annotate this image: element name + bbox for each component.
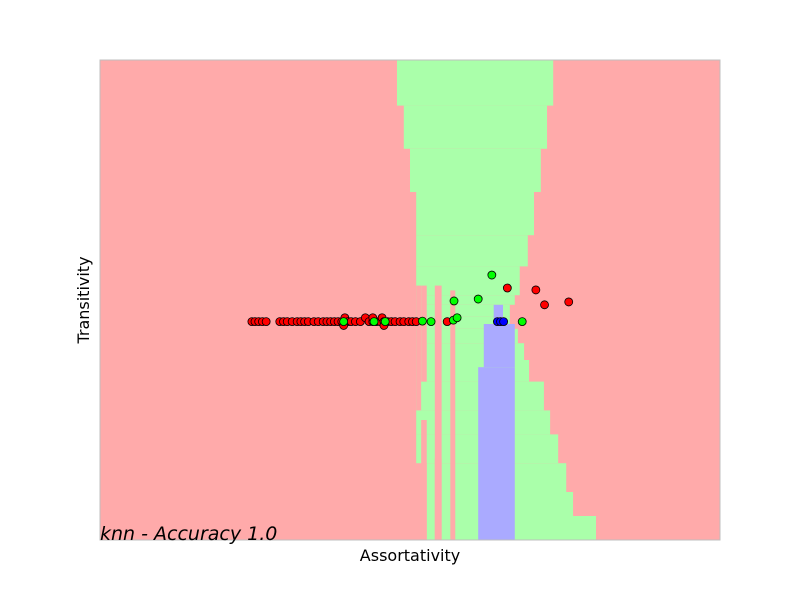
data-point-green <box>426 317 436 327</box>
x-axis-label: Assortativity <box>360 546 460 565</box>
region-green <box>410 148 541 192</box>
data-point-red <box>564 297 574 307</box>
data-point-green <box>449 296 459 306</box>
data-point-red <box>261 317 271 327</box>
data-point-blue <box>499 317 509 327</box>
data-point-green <box>452 313 462 323</box>
data-point-green <box>339 317 349 327</box>
data-point-red <box>502 283 512 293</box>
data-point-red <box>531 285 541 295</box>
accuracy-annotation: knn - Accuracy 1.0 <box>100 523 277 545</box>
data-point-green <box>473 294 483 304</box>
axes-frame <box>99 59 721 541</box>
region-green <box>396 60 554 106</box>
region-red <box>421 420 427 540</box>
data-point-green <box>487 270 497 280</box>
data-point-green <box>517 317 527 327</box>
data-point-green <box>380 317 390 327</box>
region-green <box>416 266 520 296</box>
region-red <box>450 290 456 540</box>
region-red <box>434 285 442 540</box>
data-point-green <box>369 317 379 327</box>
plot-area <box>100 60 720 540</box>
region-red <box>416 285 422 411</box>
region-red <box>434 458 442 540</box>
region-green <box>403 105 548 149</box>
region-blue <box>478 367 515 540</box>
data-point-green <box>417 316 427 326</box>
data-point-red <box>540 300 549 310</box>
region-red <box>421 285 427 382</box>
region-blue <box>483 324 515 368</box>
region-green <box>416 192 534 236</box>
region-blue <box>493 304 503 324</box>
region-green <box>416 295 515 305</box>
region-green <box>416 235 528 267</box>
y-axis-label: Transitivity <box>74 256 93 344</box>
